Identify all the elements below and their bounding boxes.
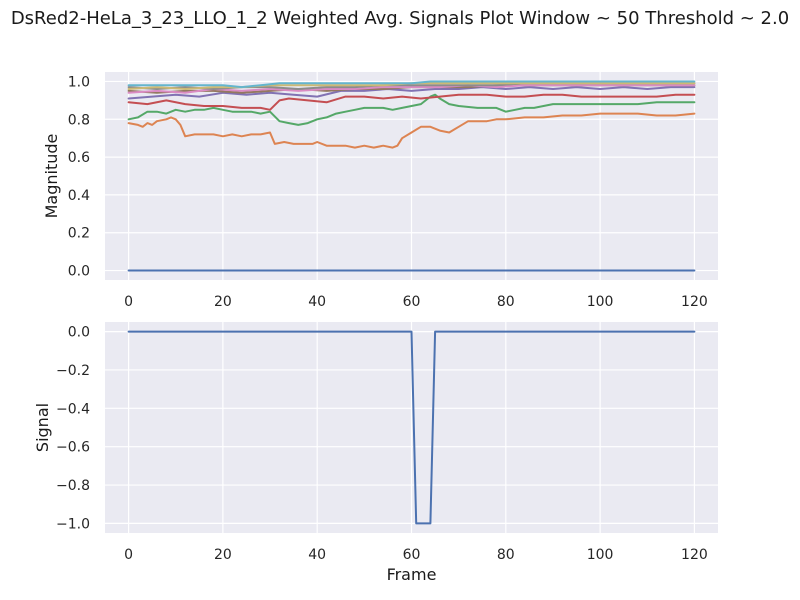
x-axis-label: Frame xyxy=(387,565,437,584)
y-tick-label: 0.4 xyxy=(68,188,90,204)
x-tick-label: 120 xyxy=(681,294,708,310)
y-tick-label: −0.8 xyxy=(56,478,90,494)
figure-title: DsRed2-HeLa_3_23_LLO_1_2 Weighted Avg. S… xyxy=(10,8,790,29)
series-line-6 xyxy=(127,84,696,94)
y-tick-label: −0.6 xyxy=(56,440,90,456)
y-tick-label: 0.0 xyxy=(68,264,90,280)
x-tick-label: 20 xyxy=(214,294,232,310)
y-tick-label: −0.4 xyxy=(56,401,90,417)
x-tick-label: 40 xyxy=(308,547,326,563)
y-axis-label: Magnitude xyxy=(42,134,61,219)
x-tick-label: 80 xyxy=(497,547,515,563)
y-tick-label: 0.0 xyxy=(68,325,90,341)
x-tick-label: 20 xyxy=(214,547,232,563)
y-tick-label: 1.0 xyxy=(68,74,90,90)
y-tick-label: 0.2 xyxy=(68,226,90,242)
x-tick-label: 60 xyxy=(403,547,421,563)
x-tick-label: 0 xyxy=(124,294,133,310)
y-tick-label: −1.0 xyxy=(56,516,90,532)
series-line-9 xyxy=(127,80,696,89)
series-line-3 xyxy=(127,93,696,111)
x-tick-label: 60 xyxy=(403,294,421,310)
x-tick-label: 120 xyxy=(681,547,708,563)
y-tick-label: 0.6 xyxy=(68,150,90,166)
y-tick-label: 0.8 xyxy=(68,112,90,128)
series-line-2 xyxy=(127,93,696,126)
y-axis-label: Signal xyxy=(33,403,52,452)
x-tick-label: 0 xyxy=(124,547,133,563)
x-tick-label: 100 xyxy=(587,294,614,310)
series-line-0 xyxy=(127,330,696,525)
signal-plot: 0 20 40 60 80 100 120 0.0 −0.2 −0.4 −0.6 −0.8 −1.0 Si… xyxy=(33,322,718,584)
series-line-4 xyxy=(127,86,696,100)
y-tick-label: −0.2 xyxy=(56,363,90,379)
series-line-1 xyxy=(127,112,696,149)
x-tick-label: 100 xyxy=(587,547,614,563)
x-tick-label: 40 xyxy=(308,294,326,310)
x-tick-label: 80 xyxy=(497,294,515,310)
magnitude-plot: 0 20 40 60 80 100 120 0.0 0.2 0.4 0.6 0.8 1.0 Magnitu… xyxy=(42,72,718,310)
